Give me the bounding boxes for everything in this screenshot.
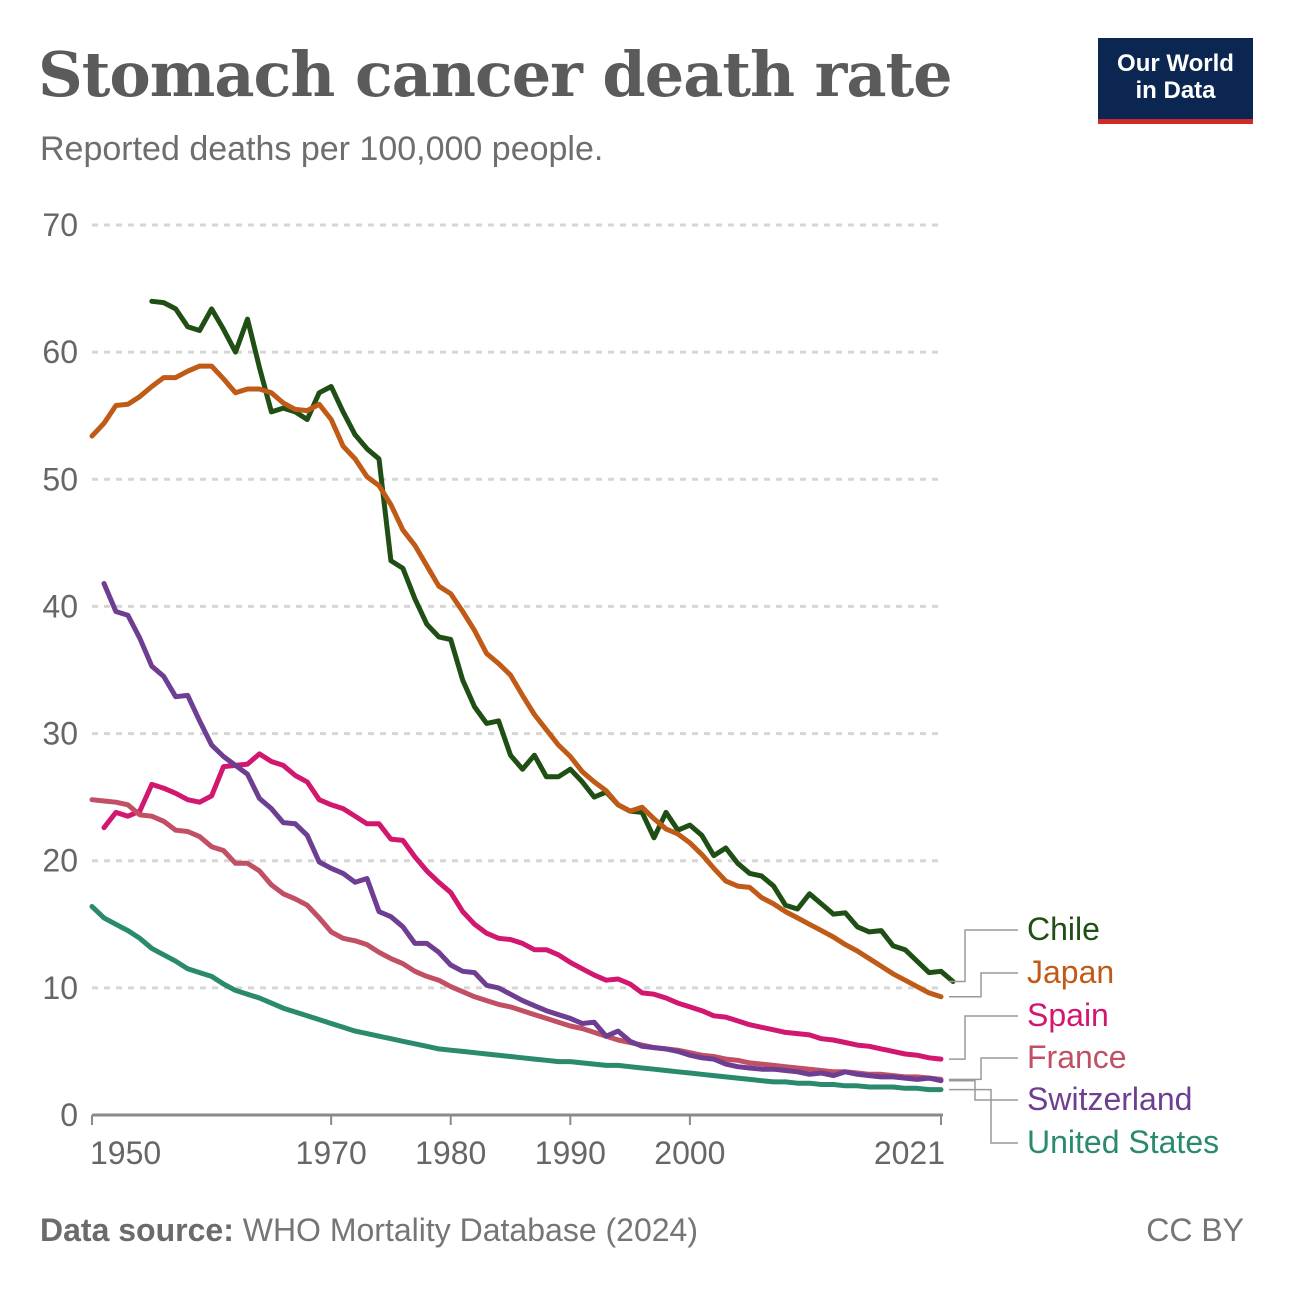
series-line-switzerland[interactable] <box>101 581 944 1084</box>
series-labels: Chile Japan Spain France Switzerland United S… <box>949 911 1219 1160</box>
y-axis-ticks: 0 10 20 30 40 50 60 70 <box>42 207 78 1133</box>
x-tick-label: 1980 <box>415 1135 486 1171</box>
series-label-spain[interactable]: Spain <box>1027 997 1109 1033</box>
series-line-chile[interactable] <box>149 298 956 984</box>
x-tick-label: 2021 <box>874 1135 945 1171</box>
chart-subtitle: Reported deaths per 100,000 people. <box>40 130 604 168</box>
x-tick-label: 1950 <box>90 1135 161 1171</box>
series-label-united-states[interactable]: United States <box>1027 1124 1219 1160</box>
series-line-spain[interactable] <box>101 751 944 1062</box>
series-line-france[interactable] <box>89 797 944 1082</box>
gridlines <box>92 223 943 1117</box>
series-label-japan[interactable]: Japan <box>1027 954 1114 990</box>
data-source-label: Data source: <box>40 1212 234 1248</box>
y-tick-label: 70 <box>42 207 78 243</box>
label-connector <box>949 929 1018 983</box>
data-source-text: WHO Mortality Database (2024) <box>242 1212 698 1248</box>
x-tick-label: 1970 <box>296 1135 367 1171</box>
series-label-switzerland[interactable]: Switzerland <box>1027 1081 1192 1117</box>
y-tick-label: 10 <box>42 970 78 1006</box>
series-lines <box>89 298 956 1093</box>
y-tick-label: 50 <box>42 461 78 497</box>
y-tick-label: 0 <box>60 1097 78 1133</box>
x-axis-ticks: 1950 1970 1980 1990 2000 2021 <box>90 1115 945 1171</box>
series-line-japan[interactable] <box>89 363 944 1000</box>
y-tick-label: 20 <box>42 843 78 879</box>
chart-title: Stomach cancer death rate <box>38 38 953 111</box>
logo-line-1: Our World <box>1117 50 1234 77</box>
label-connector <box>949 972 1018 998</box>
x-tick-label: 1990 <box>535 1135 606 1171</box>
label-connector <box>949 1088 1018 1144</box>
series-label-france[interactable]: France <box>1027 1039 1127 1075</box>
y-tick-label: 40 <box>42 588 78 624</box>
label-connector <box>949 1057 1018 1081</box>
license-link[interactable]: CC BY <box>1146 1212 1244 1248</box>
x-tick-label: 2000 <box>654 1135 725 1171</box>
logo-line-2: in Data <box>1135 77 1216 104</box>
owid-logo[interactable]: Our World in Data <box>1098 38 1253 124</box>
data-source: Data source: WHO Mortality Database (202… <box>40 1212 698 1249</box>
label-connector <box>949 1015 1018 1060</box>
y-tick-label: 30 <box>42 716 78 752</box>
series-line-united-states[interactable] <box>89 904 944 1093</box>
y-tick-label: 60 <box>42 334 78 370</box>
series-label-chile[interactable]: Chile <box>1027 911 1100 947</box>
